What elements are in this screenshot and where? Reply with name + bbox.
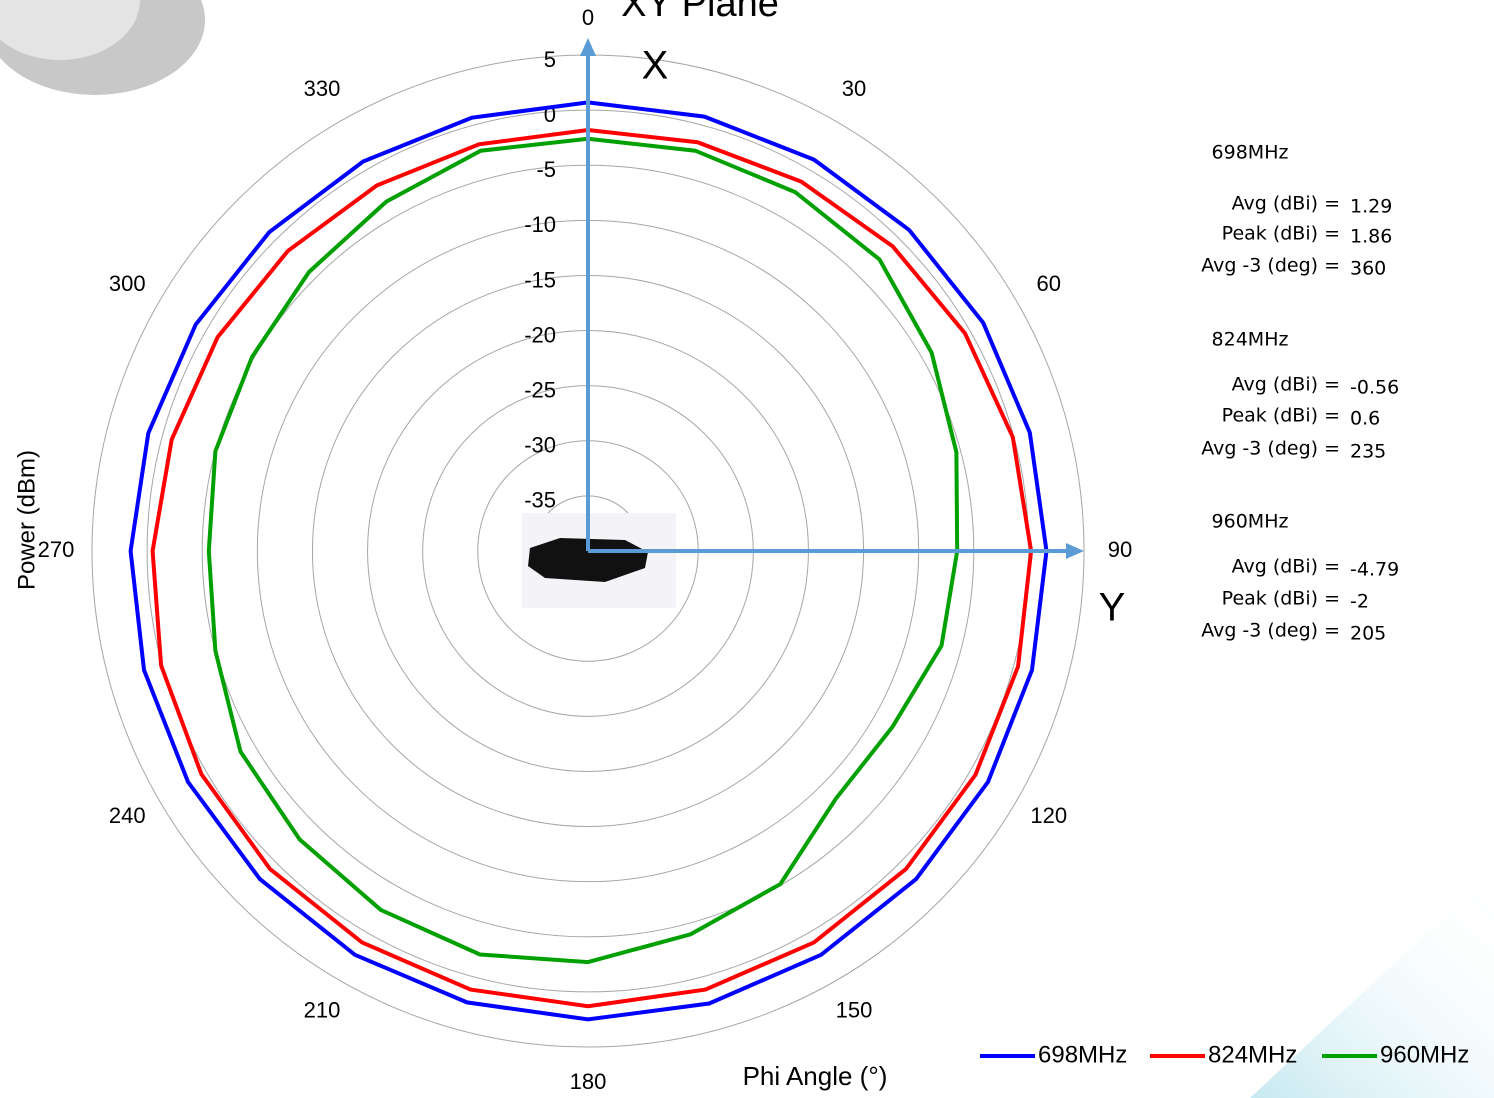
y-axis-label: Power (dBm) (13, 450, 40, 590)
axis-marker: Y (1099, 586, 1126, 630)
stats-label: Avg (dBi) = (1232, 556, 1340, 578)
stats-heading: 960MHz (1212, 511, 1289, 533)
legend-label: 824MHz (1208, 1041, 1297, 1068)
stats-label: Peak (dBi) = (1222, 588, 1340, 610)
stats-label: Avg (dBi) = (1232, 193, 1340, 215)
r-tick-label: -15 (524, 267, 556, 292)
plot-area (128, 100, 1049, 1022)
stats-label: Peak (dBi) = (1222, 405, 1340, 427)
decoration (1250, 870, 1494, 1098)
decoration (0, 0, 140, 60)
theta-tick-label: 210 (304, 998, 341, 1023)
theta-tick-label: 90 (1108, 537, 1132, 562)
x-axis-label: Phi Angle (°) (743, 1061, 888, 1091)
legend: 698MHz 824MHz 960MHz (980, 1041, 1469, 1068)
stats-heading: 698MHz (1212, 142, 1289, 164)
stats-value: 0.6 (1350, 408, 1380, 430)
series-line (150, 127, 1034, 1009)
theta-tick-label: 330 (304, 76, 341, 101)
series-line (128, 100, 1049, 1022)
r-tick-label: -20 (524, 322, 556, 347)
stats-label: Avg -3 (deg) = (1201, 620, 1340, 642)
r-tick-label: -30 (524, 433, 556, 458)
stats-heading: 824MHz (1212, 329, 1289, 351)
device-image (522, 513, 676, 608)
stats-value: 1.29 (1350, 196, 1392, 218)
stats-label: Peak (dBi) = (1222, 223, 1340, 245)
stats-value: -0.56 (1350, 377, 1399, 399)
r-tick-label: -25 (524, 377, 556, 402)
stats-label: Avg (dBi) = (1232, 374, 1340, 396)
r-tick-label: -35 (524, 488, 556, 513)
chart-title: XY Plane (621, 0, 779, 25)
theta-tick-label: 0 (582, 5, 594, 30)
r-tick-label: 5 (544, 47, 556, 72)
theta-tick-label: 240 (109, 803, 146, 828)
theta-tick-label: 180 (570, 1069, 607, 1094)
theta-tick-label: 270 (38, 537, 75, 562)
r-tick-label: -10 (524, 212, 556, 237)
theta-tick-label: 150 (836, 998, 873, 1023)
stats-value: 360 (1350, 258, 1386, 280)
theta-tick-label: 60 (1036, 271, 1060, 296)
axis-arrows (580, 38, 1084, 559)
stats-label: Avg -3 (deg) = (1201, 438, 1340, 460)
stats-value: 205 (1350, 623, 1386, 645)
legend-label: 698MHz (1038, 1041, 1127, 1068)
theta-tick-label: 120 (1030, 803, 1067, 828)
theta-tick-label: 30 (842, 76, 866, 101)
stats-value: 1.86 (1350, 226, 1392, 248)
stats-label: Avg -3 (deg) = (1201, 255, 1340, 277)
series-line (206, 136, 960, 965)
stats-value: -2 (1350, 591, 1369, 613)
axis-marker: X (642, 44, 669, 88)
legend-label: 960MHz (1380, 1041, 1469, 1068)
r-tick-label: -5 (536, 157, 556, 182)
theta-tick-label: 300 (109, 271, 146, 296)
stats-value: -4.79 (1350, 559, 1399, 581)
stats-panel: 698MHz Avg (dBi) = 1.29 Peak (dBi) = 1.86 Avg… (1201, 142, 1399, 645)
stats-value: 235 (1350, 441, 1386, 463)
